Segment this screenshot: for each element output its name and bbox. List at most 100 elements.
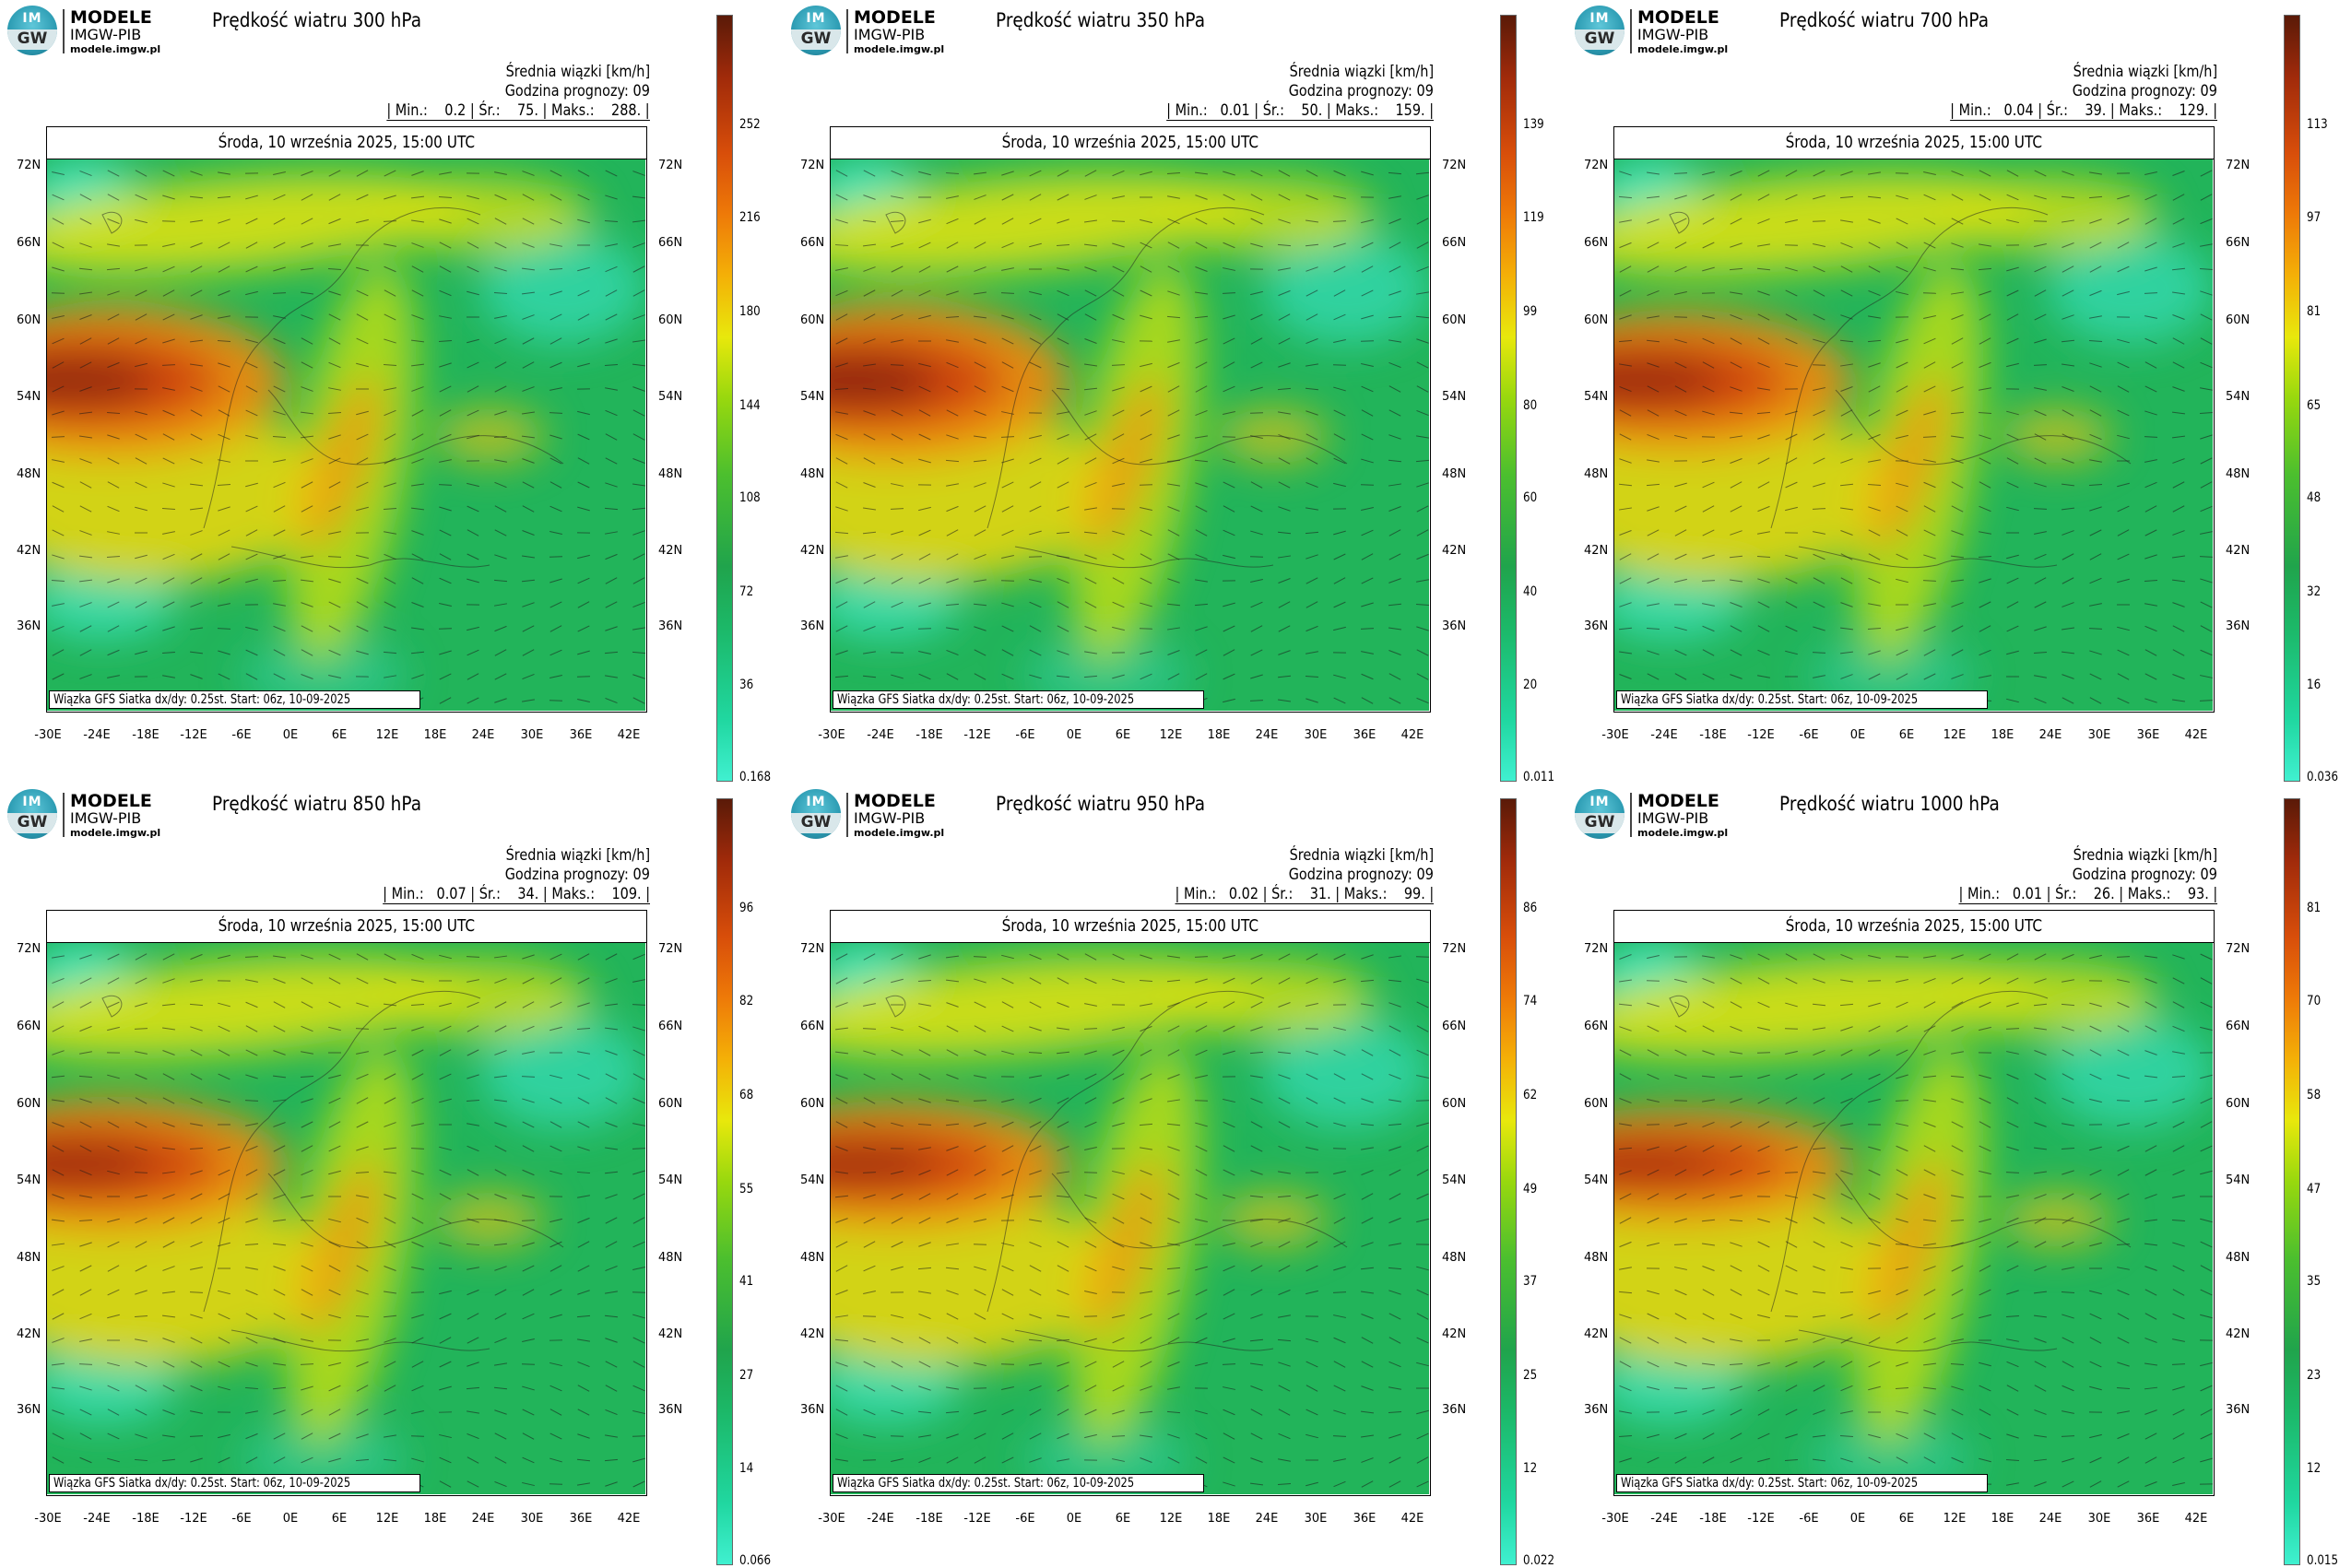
longitude-label: -24E bbox=[83, 728, 110, 742]
colorbar-tick-label: 0.015 bbox=[2307, 1553, 2338, 1568]
latitude-label-left: 72N bbox=[1584, 942, 1608, 956]
colorbar-tick-label: 48 bbox=[2307, 490, 2321, 505]
latitude-label-right: 72N bbox=[2226, 942, 2250, 956]
badge-top-text: IM bbox=[791, 795, 841, 809]
longitude-label: 12E bbox=[1160, 1512, 1183, 1526]
logo-brand: MODELE bbox=[70, 7, 152, 28]
valid-time-text: Środa, 10 września 2025, 15:00 UTC bbox=[219, 911, 476, 942]
longitude-label: -30E bbox=[34, 1512, 61, 1526]
longitude-label: 12E bbox=[1943, 1512, 1967, 1526]
latitude-label-right: 60N bbox=[658, 313, 682, 327]
colorbar bbox=[1500, 798, 1517, 1565]
latitude-label-left: 60N bbox=[17, 313, 41, 327]
longitude-label: 12E bbox=[376, 728, 399, 742]
latitude-label-right: 54N bbox=[658, 390, 682, 404]
stats-line: | Min.: 0.01 | Śr.: 50. | Maks.: 159. | bbox=[1166, 101, 1434, 121]
longitude-label: 6E bbox=[1116, 728, 1131, 742]
longitude-label: 0E bbox=[1067, 1512, 1082, 1526]
unit-label: Średnia wiązki [km/h] bbox=[506, 63, 650, 81]
latitude-label-right: 72N bbox=[658, 942, 682, 956]
latitude-label-right: 60N bbox=[2226, 1097, 2250, 1111]
logo-url: modele.imgw.pl bbox=[1637, 827, 1728, 839]
wind-speed-field bbox=[831, 159, 1429, 711]
badge-bottom-text: GW bbox=[1575, 813, 1624, 833]
logo-divider bbox=[1630, 793, 1632, 837]
longitude-label: -24E bbox=[867, 728, 893, 742]
latitude-label-right: 60N bbox=[658, 1097, 682, 1111]
latitude-label-right: 54N bbox=[2226, 1173, 2250, 1187]
imgw-badge-icon: IM GW bbox=[791, 789, 841, 839]
model-info-text: Wiązka GFS Siatka dx/dy: 0.25st. Start: … bbox=[1621, 1476, 1918, 1491]
logo-org: IMGW-PIB bbox=[70, 809, 141, 827]
longitude-label: -18E bbox=[132, 1512, 159, 1526]
panel-title: Prędkość wiatru 950 hPa bbox=[996, 793, 1205, 815]
longitude-label: 30E bbox=[2088, 728, 2111, 742]
latitude-label-left: 48N bbox=[1584, 1251, 1608, 1265]
latitude-label-left: 54N bbox=[17, 1173, 41, 1187]
longitude-label: -6E bbox=[231, 1512, 251, 1526]
latitude-label-left: 54N bbox=[1584, 390, 1608, 404]
forecast-hour: Godzina prognozy: 09 bbox=[1289, 866, 1434, 884]
colorbar-tick-label: 27 bbox=[739, 1368, 753, 1383]
colorbar-tick-label: 74 bbox=[1523, 994, 1537, 1008]
longitude-label: -18E bbox=[916, 1512, 942, 1526]
panel-title: Prędkość wiatru 850 hPa bbox=[212, 793, 421, 815]
valid-time: Środa, 10 września 2025, 15:00 UTC bbox=[1614, 127, 2214, 159]
forecast-hour: Godzina prognozy: 09 bbox=[2073, 82, 2217, 100]
latitude-label-right: 54N bbox=[2226, 390, 2250, 404]
stats-line: | Min.: 0.07 | Śr.: 34. | Maks.: 109. | bbox=[383, 885, 650, 904]
colorbar-tick-label: 80 bbox=[1523, 398, 1537, 413]
logo-org: IMGW-PIB bbox=[854, 26, 925, 43]
longitude-label: -24E bbox=[867, 1512, 893, 1526]
colorbar-tick-label: 180 bbox=[739, 304, 761, 319]
longitude-label: 18E bbox=[424, 728, 447, 742]
logo-url: modele.imgw.pl bbox=[70, 827, 160, 839]
badge-top-text: IM bbox=[7, 11, 57, 26]
colorbar-tick-label: 216 bbox=[739, 210, 761, 225]
model-info-text: Wiązka GFS Siatka dx/dy: 0.25st. Start: … bbox=[1621, 692, 1918, 707]
latitude-label-left: 36N bbox=[1584, 619, 1608, 633]
colorbar-tick-label: 99 bbox=[1523, 304, 1537, 319]
unit-label: Średnia wiązki [km/h] bbox=[2073, 846, 2217, 865]
forecast-hour: Godzina prognozy: 09 bbox=[1289, 82, 1434, 100]
wind-speed-field bbox=[1614, 159, 2213, 711]
latitude-label-left: 54N bbox=[800, 390, 824, 404]
longitude-label: -24E bbox=[83, 1512, 110, 1526]
longitude-label: -18E bbox=[132, 728, 159, 742]
longitude-label: -6E bbox=[1799, 728, 1818, 742]
colorbar-tick-label: 35 bbox=[2307, 1274, 2321, 1289]
stats-line: | Min.: 0.02 | Śr.: 31. | Maks.: 99. | bbox=[1175, 885, 1434, 904]
colorbar-tick-label: 20 bbox=[1523, 678, 1537, 692]
longitude-label: 30E bbox=[521, 1512, 544, 1526]
latitude-label-left: 54N bbox=[17, 390, 41, 404]
latitude-label-left: 48N bbox=[17, 467, 41, 481]
latitude-label-left: 60N bbox=[1584, 1097, 1608, 1111]
longitude-label: 18E bbox=[1208, 1512, 1231, 1526]
latitude-label-left: 48N bbox=[800, 1251, 824, 1265]
latitude-label-right: 60N bbox=[2226, 313, 2250, 327]
longitude-label: 12E bbox=[1943, 728, 1967, 742]
longitude-label: 24E bbox=[472, 1512, 495, 1526]
latitude-label-left: 42N bbox=[800, 1327, 824, 1341]
colorbar-tick-label: 0.168 bbox=[739, 770, 771, 784]
latitude-label-right: 36N bbox=[2226, 619, 2250, 633]
colorbar-tick-label: 41 bbox=[739, 1274, 753, 1289]
colorbar-tick-label: 96 bbox=[739, 901, 753, 915]
badge-bottom-text: GW bbox=[791, 813, 841, 833]
latitude-label-left: 42N bbox=[1584, 1327, 1608, 1341]
model-info-text: Wiązka GFS Siatka dx/dy: 0.25st. Start: … bbox=[53, 692, 350, 707]
longitude-label: 30E bbox=[521, 728, 544, 742]
map-frame: Środa, 10 września 2025, 15:00 UTC Wiązka… bbox=[1613, 126, 2215, 713]
longitude-label: 42E bbox=[618, 728, 641, 742]
latitude-label-right: 42N bbox=[2226, 1327, 2250, 1341]
longitude-label: 36E bbox=[570, 1512, 593, 1526]
latitude-label-right: 48N bbox=[658, 1251, 682, 1265]
latitude-label-left: 42N bbox=[1584, 544, 1608, 558]
logo-brand: MODELE bbox=[1637, 7, 1719, 28]
